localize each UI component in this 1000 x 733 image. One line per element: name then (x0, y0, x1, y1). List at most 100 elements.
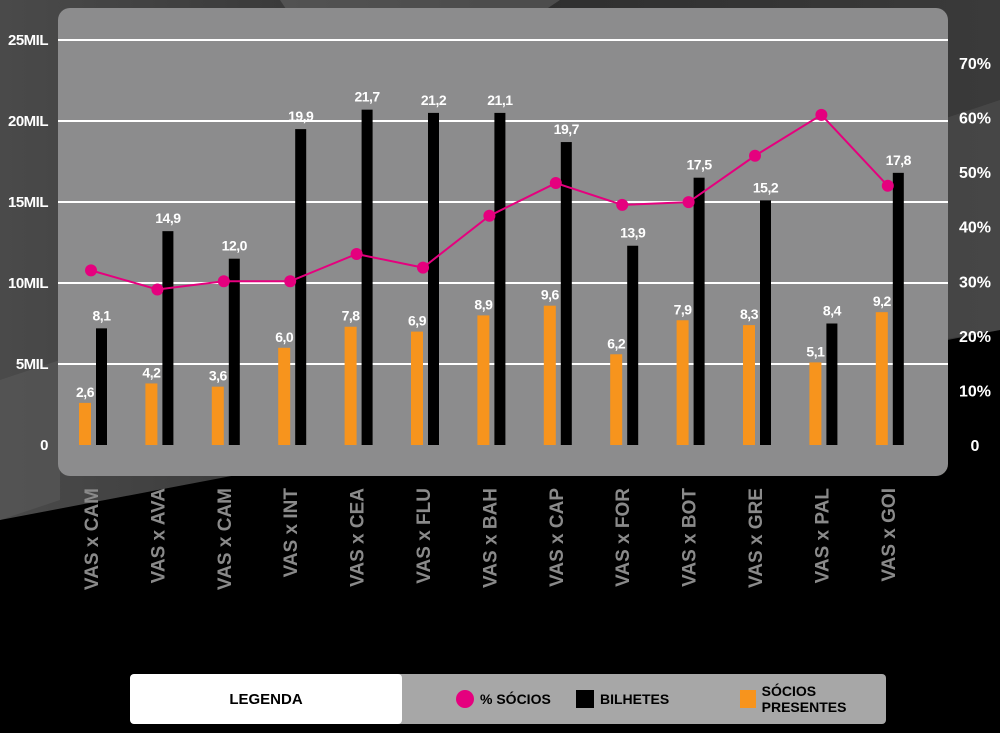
bilhetes-bar (760, 200, 771, 445)
socios-presentes-data-label: 9,2 (873, 293, 892, 309)
socios-pct-point (85, 264, 97, 277)
category-label: VAS x PAL (812, 488, 833, 584)
bilhetes-bar (826, 323, 838, 445)
category-label: VAS x BOT (680, 488, 701, 587)
y-left-tick-label: 10MIL (8, 275, 48, 292)
category-label: VAS x GOI (879, 488, 900, 582)
socios-presentes-bar (676, 320, 689, 445)
bilhetes-bar (560, 142, 572, 445)
category-label: VAS x FOR (613, 488, 634, 587)
category-label: VAS x CAM (82, 488, 103, 590)
y-right-tick-label: 70% (959, 56, 991, 73)
bilhetes-data-label: 21,2 (421, 92, 447, 108)
legend-circle-icon (456, 690, 474, 708)
y-right-tick-label: 50% (959, 165, 991, 182)
bilhetes-data-label: 13,9 (620, 225, 646, 241)
bilhetes-data-label: 8,4 (823, 303, 842, 319)
y-right-tick-label: 30% (959, 274, 991, 291)
bilhetes-data-label: 19,9 (288, 108, 314, 124)
category-label: VAS x CAM (215, 488, 236, 590)
bilhetes-data-label: 14,9 (155, 210, 181, 226)
bilhetes-bar (627, 245, 639, 445)
socios-presentes-bar (543, 305, 556, 445)
bilhetes-bar (295, 129, 307, 445)
bilhetes-bar (96, 328, 107, 445)
category-label: VAS x GRE (746, 488, 767, 588)
bilhetes-bar (494, 112, 506, 446)
socios-pct-point (217, 275, 230, 288)
bilhetes-data-label: 17,5 (686, 157, 712, 173)
category-label: VAS x INT (281, 488, 302, 578)
bilhetes-bar (162, 231, 174, 445)
legend-item-socios-pct: % SÓCIOS (456, 674, 551, 724)
socios-pct-point (350, 248, 363, 260)
socios-presentes-data-label: 8,3 (740, 306, 759, 322)
y-left-tick-label: 20MIL (8, 113, 48, 130)
socios-presentes-data-label: 9,6 (541, 287, 560, 303)
socios-presentes-data-label: 8,9 (474, 296, 493, 312)
socios-presentes-bar (477, 315, 490, 445)
legend: LEGENDA % SÓCIOS BILHETES SÓCIOS PRESENT… (130, 674, 886, 724)
legend-square-icon (740, 690, 756, 708)
bilhetes-data-label: 21,1 (487, 92, 513, 108)
socios-presentes-bar (278, 347, 291, 445)
bilhetes-bar (361, 109, 373, 445)
category-label: VAS x FLU (414, 488, 435, 584)
bilhetes-data-label: 15,2 (753, 179, 779, 195)
legend-label: BILHETES (600, 691, 670, 707)
socios-presentes-data-label: 2,6 (76, 384, 95, 400)
socios-presentes-bar (610, 354, 623, 445)
socios-presentes-data-label: 5,1 (806, 343, 825, 359)
socios-pct-point (815, 108, 828, 121)
category-label: VAS x CAP (547, 488, 568, 587)
category-label: VAS x BAH (480, 488, 501, 588)
bilhetes-data-label: 19,7 (554, 121, 580, 137)
category-label: VAS x AVA (148, 488, 169, 584)
y-right-tick-label: 60% (959, 111, 991, 128)
legend-label: % SÓCIOS (480, 691, 551, 707)
socios-presentes-bar (145, 383, 158, 445)
bilhetes-data-label: 17,8 (886, 152, 912, 168)
legend-label: SÓCIOS PRESENTES (761, 683, 847, 715)
bilhetes-data-label: 8,1 (93, 307, 112, 323)
legend-title: LEGENDA (229, 690, 303, 708)
socios-presentes-data-label: 3,6 (209, 368, 228, 384)
y-left-tick-label: 5MIL (16, 356, 49, 373)
socios-presentes-bar (411, 331, 423, 445)
socios-pct-point (881, 179, 894, 192)
socios-presentes-bar (809, 362, 822, 445)
socios-pct-point (616, 198, 629, 211)
y-right-tick-label: 20% (959, 329, 991, 346)
socios-presentes-data-label: 6,2 (607, 335, 626, 351)
socios-pct-point (284, 275, 297, 288)
legend-item-bilhetes: BILHETES (576, 674, 669, 724)
bilhetes-data-label: 12,0 (222, 238, 248, 254)
socios-presentes-data-label: 6,9 (408, 313, 427, 329)
socios-presentes-data-label: 7,9 (674, 301, 693, 317)
y-right-tick-label: 10% (959, 383, 991, 400)
bilhetes-bar (228, 258, 240, 445)
y-left-tick-label: 0 (40, 437, 48, 454)
socios-pct-point (549, 177, 562, 190)
socios-presentes-data-label: 4,2 (142, 364, 161, 380)
y-right-tick-label: 0 (971, 438, 980, 455)
socios-pct-point (151, 283, 164, 296)
bilhetes-bar (693, 177, 705, 445)
legend-square-icon (576, 690, 594, 708)
socios-pct-point (682, 196, 695, 209)
y-left-tick-label: 15MIL (8, 194, 48, 211)
y-left-tick-label: 25MIL (8, 32, 48, 49)
legend-title-box: LEGENDA (130, 674, 402, 724)
bilhetes-data-label: 21,7 (354, 89, 380, 105)
socios-pct-point (483, 209, 496, 222)
y-right-tick-label: 40% (959, 220, 991, 237)
socios-presentes-data-label: 6,0 (275, 329, 294, 345)
socios-presentes-bar (875, 312, 888, 445)
socios-presentes-bar (344, 326, 357, 445)
socios-pct-point (417, 261, 429, 274)
socios-presentes-data-label: 7,8 (342, 308, 361, 324)
socios-presentes-bar (211, 386, 224, 445)
socios-presentes-bar (743, 325, 755, 445)
bilhetes-bar (892, 172, 904, 445)
